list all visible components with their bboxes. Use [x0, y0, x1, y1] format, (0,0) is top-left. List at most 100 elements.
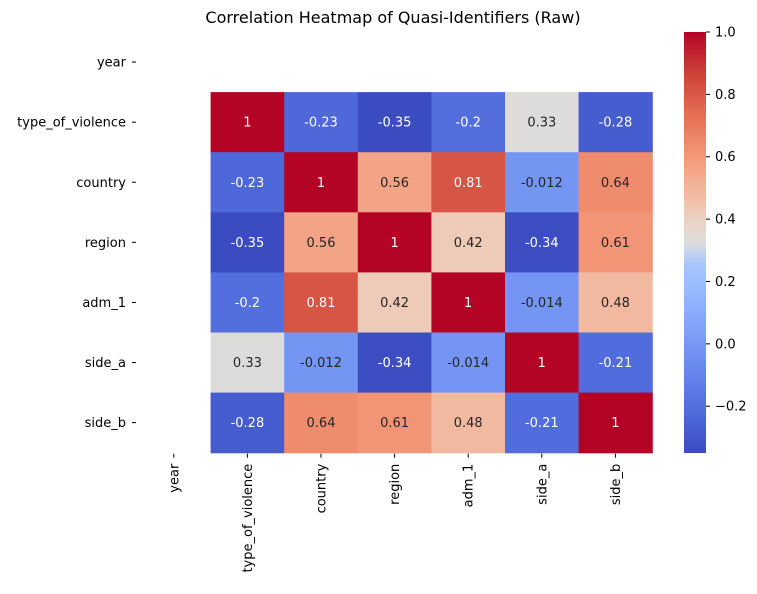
- heatmap-cell: [357, 152, 432, 213]
- cell-annotation: 1: [611, 416, 619, 431]
- heatmap-cell: [431, 152, 506, 213]
- y-tick-label: type_of_violence: [17, 116, 126, 131]
- heatmap-cell: [431, 392, 506, 454]
- x-tick-labels: year type_of_violence country region adm_1 si…: [167, 453, 624, 573]
- colorbar-tick-label: 0.4: [715, 213, 736, 228]
- cell-annotation: -0.012: [521, 176, 563, 191]
- cell-annotation: 0.81: [307, 296, 336, 311]
- heatmap-cell: [431, 332, 506, 394]
- cell-annotation: 0.33: [527, 116, 556, 131]
- cell-annotation: -0.35: [378, 116, 412, 131]
- cell-annotation: 0.48: [601, 296, 630, 311]
- cell-annotation: 0.56: [307, 236, 336, 251]
- heatmap-cell: [578, 392, 653, 454]
- cell-annotation: 0.33: [233, 356, 262, 371]
- heatmap-cell: [284, 212, 359, 273]
- cell-annotation: -0.23: [231, 176, 265, 191]
- cell-annotation: 1: [390, 236, 398, 251]
- cell-annotation: 0.81: [454, 176, 483, 191]
- cell-annotation: 0.48: [454, 416, 483, 431]
- heatmap-cell: [284, 272, 359, 334]
- cell-annotation: 0.42: [454, 236, 483, 251]
- colorbar-tick-label: 0.2: [715, 275, 736, 290]
- x-tick-label: year: [167, 463, 182, 493]
- heatmap-cell: [284, 92, 359, 153]
- heatmap-annotations: 1 -0.23 -0.35 -0.2 0.33 -0.28 -0.23 1 0.56 0.81 -0…: [231, 116, 633, 431]
- cell-annotation: -0.21: [599, 356, 633, 371]
- heatmap-cell: [210, 152, 285, 213]
- x-tick-label: type_of_violence: [241, 464, 256, 573]
- x-tick-label: side_b: [609, 464, 624, 505]
- heatmap-cell: [505, 92, 580, 153]
- heatmap-cell: [210, 212, 285, 273]
- heatmap-cell: [284, 332, 359, 394]
- cell-annotation: 0.64: [307, 416, 336, 431]
- cell-annotation: 1: [538, 356, 546, 371]
- cell-annotation: 1: [317, 176, 325, 191]
- cell-annotation: -0.014: [447, 356, 489, 371]
- heatmap-cell: [505, 392, 580, 454]
- colorbar-tick-label: 0.8: [715, 88, 736, 103]
- cell-annotation: 0.42: [380, 296, 409, 311]
- heatmap-cell: [578, 92, 653, 153]
- cell-annotation: 1: [243, 116, 251, 131]
- colorbar-tick-label: 0.0: [715, 337, 736, 352]
- cell-annotation: -0.28: [231, 416, 265, 431]
- heatmap-cell: [357, 332, 432, 394]
- cell-annotation: -0.35: [231, 236, 265, 251]
- x-tick-label: country: [315, 463, 330, 513]
- y-tick-label: adm_1: [82, 296, 126, 311]
- cell-annotation: -0.014: [521, 296, 563, 311]
- y-tick-label: side_b: [85, 416, 126, 431]
- heatmap-cell: [210, 92, 285, 153]
- y-tick-label: side_a: [85, 356, 126, 371]
- cell-annotation: 0.56: [380, 176, 409, 191]
- heatmap-cell: [505, 152, 580, 213]
- x-tick-label: adm_1: [462, 464, 477, 508]
- heatmap-cell: [284, 392, 359, 454]
- chart-title: Correlation Heatmap of Quasi-Identifiers…: [205, 8, 580, 27]
- cell-annotation: 1: [464, 296, 472, 311]
- x-tick-label: region: [388, 464, 403, 505]
- heatmap-cell: [357, 92, 432, 153]
- heatmap-cell: [578, 152, 653, 213]
- cell-annotation: -0.012: [300, 356, 342, 371]
- heatmap-cells: [210, 92, 653, 454]
- cell-annotation: -0.28: [599, 116, 633, 131]
- heatmap-cell: [578, 272, 653, 334]
- heatmap-cell: [357, 272, 432, 334]
- heatmap-cell: [357, 392, 432, 454]
- heatmap-cell: [505, 212, 580, 273]
- heatmap-cell: [431, 92, 506, 153]
- heatmap-cell: [578, 332, 653, 394]
- cell-annotation: -0.2: [456, 116, 481, 131]
- cell-annotation: -0.21: [525, 416, 559, 431]
- cell-annotation: 0.61: [601, 236, 630, 251]
- heatmap-cell: [431, 212, 506, 273]
- colorbar-tick-label: 0.6: [715, 150, 736, 165]
- heatmap-cell: [505, 332, 580, 394]
- cell-annotation: -0.23: [304, 116, 338, 131]
- heatmap-cell: [210, 332, 285, 394]
- heatmap-cell: [505, 272, 580, 334]
- heatmap-cell: [357, 212, 432, 273]
- cell-annotation: -0.34: [525, 236, 559, 251]
- y-tick-label: region: [85, 236, 126, 251]
- cell-annotation: 0.61: [380, 416, 409, 431]
- colorbar: −0.2 0.0 0.2 0.4 0.6 0.8 1.0: [684, 26, 747, 453]
- colorbar-tick-label: −0.2: [715, 400, 747, 415]
- colorbar-gradient: [684, 32, 706, 453]
- y-tick-label: country: [76, 176, 126, 191]
- cell-annotation: -0.34: [378, 356, 412, 371]
- y-tick-label: year: [97, 56, 127, 71]
- heatmap-cell: [210, 392, 285, 454]
- heatmap-cell: [284, 152, 359, 213]
- cell-annotation: -0.2: [235, 296, 260, 311]
- colorbar-tick-label: 1.0: [715, 26, 736, 41]
- heatmap-cell: [210, 272, 285, 334]
- heatmap-cell: [578, 212, 653, 273]
- heatmap-cell: [431, 272, 506, 334]
